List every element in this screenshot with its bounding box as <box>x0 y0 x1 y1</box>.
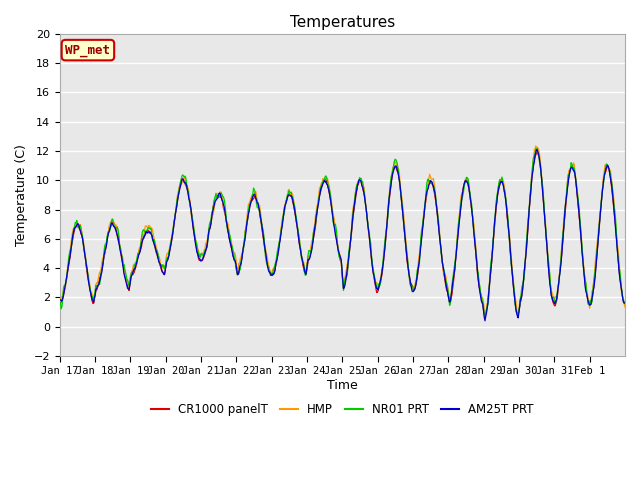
X-axis label: Time: Time <box>327 379 358 392</box>
Text: WP_met: WP_met <box>65 44 111 57</box>
Title: Temperatures: Temperatures <box>290 15 395 30</box>
Legend: CR1000 panelT, HMP, NR01 PRT, AM25T PRT: CR1000 panelT, HMP, NR01 PRT, AM25T PRT <box>147 398 538 421</box>
Y-axis label: Temperature (C): Temperature (C) <box>15 144 28 246</box>
